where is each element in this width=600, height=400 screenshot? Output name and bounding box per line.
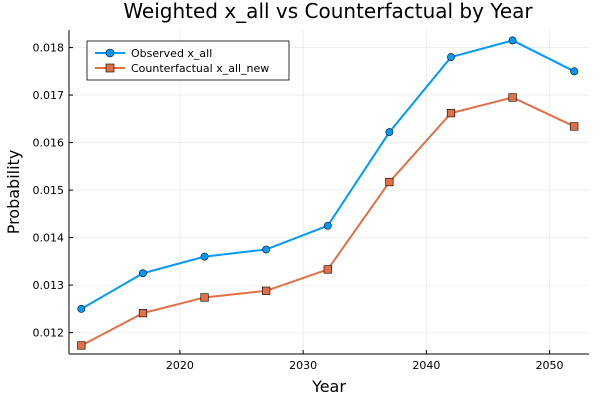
data-point-counterfactual [385,177,394,187]
data-point-observed [262,245,271,254]
series [77,36,579,350]
data-point-counterfactual [262,286,271,295]
data-point-observed [447,53,455,61]
axes [68,30,589,355]
data-point-counterfactual [446,109,456,118]
legend: Observed x_all Counterfactual x_all_new [86,40,290,81]
data-point-counterfactual [77,341,86,350]
data-point-counterfactual [508,93,517,102]
data-point-observed [323,221,332,230]
series-line-counterfactual [80,96,575,347]
data-point-counterfactual [323,265,332,274]
x-tick-label: 2020 [166,359,194,372]
data-point-observed [139,269,147,278]
x-tick-label: 2040 [412,359,440,372]
data-point-observed [570,67,579,76]
x-tick-labels: 2020 2030 2040 2050 [166,359,564,372]
x-tick-label: 2030 [289,359,317,372]
y-axis-title: Probability [4,150,23,235]
data-point-observed [385,128,394,137]
y-tick-label: 0.017 [33,89,65,102]
legend-marker-observed [105,48,115,58]
chart-title: Weighted x_all vs Counterfactual by Year [123,0,533,23]
x-axis-title: Year [311,377,346,396]
legend-marker-counterfactual [105,63,115,73]
y-tick-label: 0.013 [33,279,65,292]
y-tick-label: 0.012 [33,327,65,340]
legend-label-observed: Observed x_all [131,47,212,60]
data-point-counterfactual [570,122,579,131]
y-tick-label: 0.018 [33,42,65,55]
y-tick-labels: 0.012 0.013 0.014 0.015 0.016 0.017 0.018 [33,42,65,340]
x-tick-label: 2050 [536,359,564,372]
y-tick-label: 0.015 [33,184,65,197]
data-point-observed [200,252,209,261]
y-tick-label: 0.016 [33,137,65,150]
legend-box [86,40,290,81]
data-point-observed [508,36,517,45]
data-point-observed [77,304,86,313]
data-point-counterfactual [138,309,148,318]
data-point-counterfactual [200,293,209,302]
y-tick-label: 0.014 [33,232,65,245]
legend-label-counterfactual: Counterfactual x_all_new [131,62,269,75]
